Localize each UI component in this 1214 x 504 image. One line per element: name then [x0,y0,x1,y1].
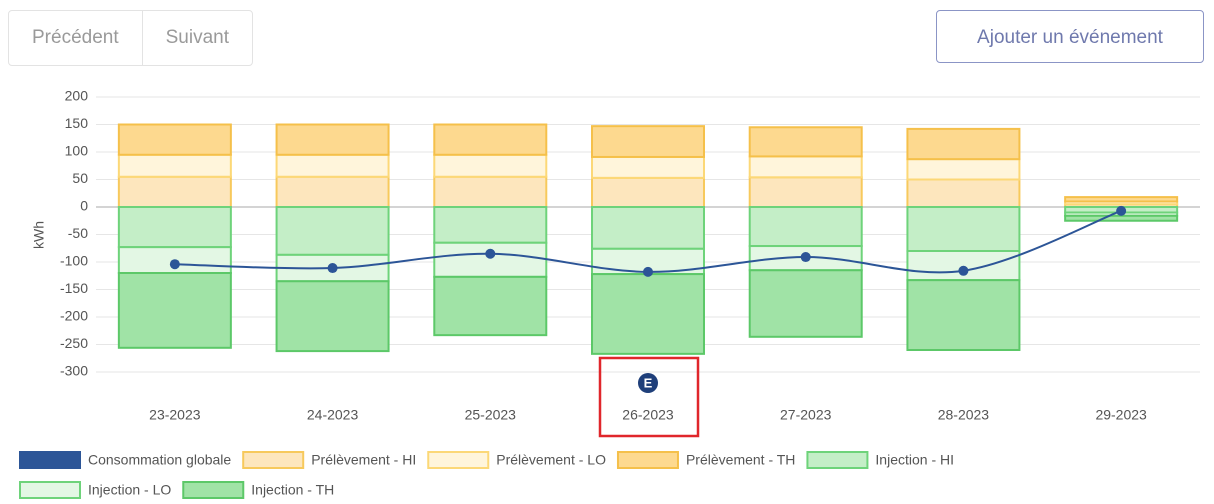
bar-segment [275,206,390,256]
legend-swatch [616,451,679,469]
bar-segment [591,155,705,179]
legend-item: Consommation globale [19,451,231,469]
y-tick-label: -250 [60,335,88,351]
x-tick-label: 23-2023 [149,407,201,423]
bar-segment [748,155,863,179]
bar-segment [591,125,705,158]
x-tick-label: 26-2023 [622,407,674,423]
y-tick-label: -100 [60,253,88,269]
bar-segment [433,153,548,178]
y-tick-label: -50 [68,225,88,241]
bar-segment [433,123,548,156]
legend-label: Prélèvement - HI [311,452,416,468]
line-point [169,259,180,270]
legend-label: Injection - TH [251,482,334,498]
bar-segment [906,127,1021,161]
nav-buttons: Précédent Suivant [8,10,253,66]
bar-segment [433,275,548,337]
bar-segment [275,280,390,353]
legend-item: Prélèvement - TH [616,451,795,469]
legend-label: Injection - HI [875,452,954,468]
x-tick-label: 29-2023 [1095,407,1147,423]
bar-segment [591,206,705,250]
bar-segment [906,158,1021,181]
line-point [1116,205,1127,216]
legend-item: Injection - TH [182,481,334,499]
bar-segment [1064,214,1179,222]
bar-segment [906,206,1021,252]
legend-swatch [806,451,869,469]
legend-label: Prélèvement - TH [686,452,795,468]
bar-segment [1064,196,1179,203]
legend-swatch [19,481,81,499]
event-marker-label: E [644,375,653,390]
y-tick-label: 200 [65,88,89,104]
bar-segment [117,272,232,349]
bar-segment [748,176,863,209]
y-tick-label: 100 [65,143,89,159]
legend-item: Injection - LO [19,481,171,499]
legend-swatch [427,451,490,469]
legend-swatch [182,481,245,499]
legend-label: Prélèvement - LO [496,452,606,468]
line-point [800,252,811,263]
legend-label: Injection - LO [88,482,171,498]
legend-label: Consommation globale [88,452,231,468]
bar-segment [117,206,232,249]
y-tick-label: 0 [80,198,88,214]
legend-item: Injection - HI [806,451,954,469]
bar-segment [906,178,1021,208]
x-tick-label: 28-2023 [938,407,990,423]
bar-segment [591,273,705,355]
legend-swatch [19,451,81,469]
line-point [643,266,653,277]
bar-segment [275,153,390,178]
legend-item: Prélèvement - HI [242,451,416,469]
y-tick-label: -300 [60,363,88,379]
x-tick-label: 27-2023 [780,407,832,423]
legend-swatch [242,451,305,469]
bar-segment [591,176,705,209]
line-point [958,265,969,276]
y-tick-label: 50 [72,170,88,186]
bar-segment [117,153,232,178]
line-point [485,248,496,259]
bar-segment [275,175,390,208]
event-marker [638,373,658,393]
line-point [327,263,338,274]
selection-box [598,356,700,438]
bar-segment [906,279,1021,351]
bar-segment [433,175,548,208]
bar-segment [117,123,232,156]
bar-segment [117,175,232,208]
x-tick-label: 25-2023 [465,407,517,423]
add-event-button[interactable]: Ajouter un événement [936,10,1204,63]
y-tick-label: -150 [60,280,88,296]
bar-segment [275,123,390,156]
bar-segment [433,206,548,244]
bar-segment [748,206,863,248]
bar-segment [748,269,863,338]
next-button[interactable]: Suivant [141,11,252,65]
legend-item: Prélèvement - LO [427,451,606,469]
y-tick-label: -200 [60,308,88,324]
previous-button[interactable]: Précédent [32,27,119,48]
bar-segment [748,126,863,158]
x-tick-label: 24-2023 [307,407,359,423]
y-tick-label: 150 [65,115,89,131]
y-axis-label: kWh [31,221,47,249]
bar-segment [433,241,548,278]
